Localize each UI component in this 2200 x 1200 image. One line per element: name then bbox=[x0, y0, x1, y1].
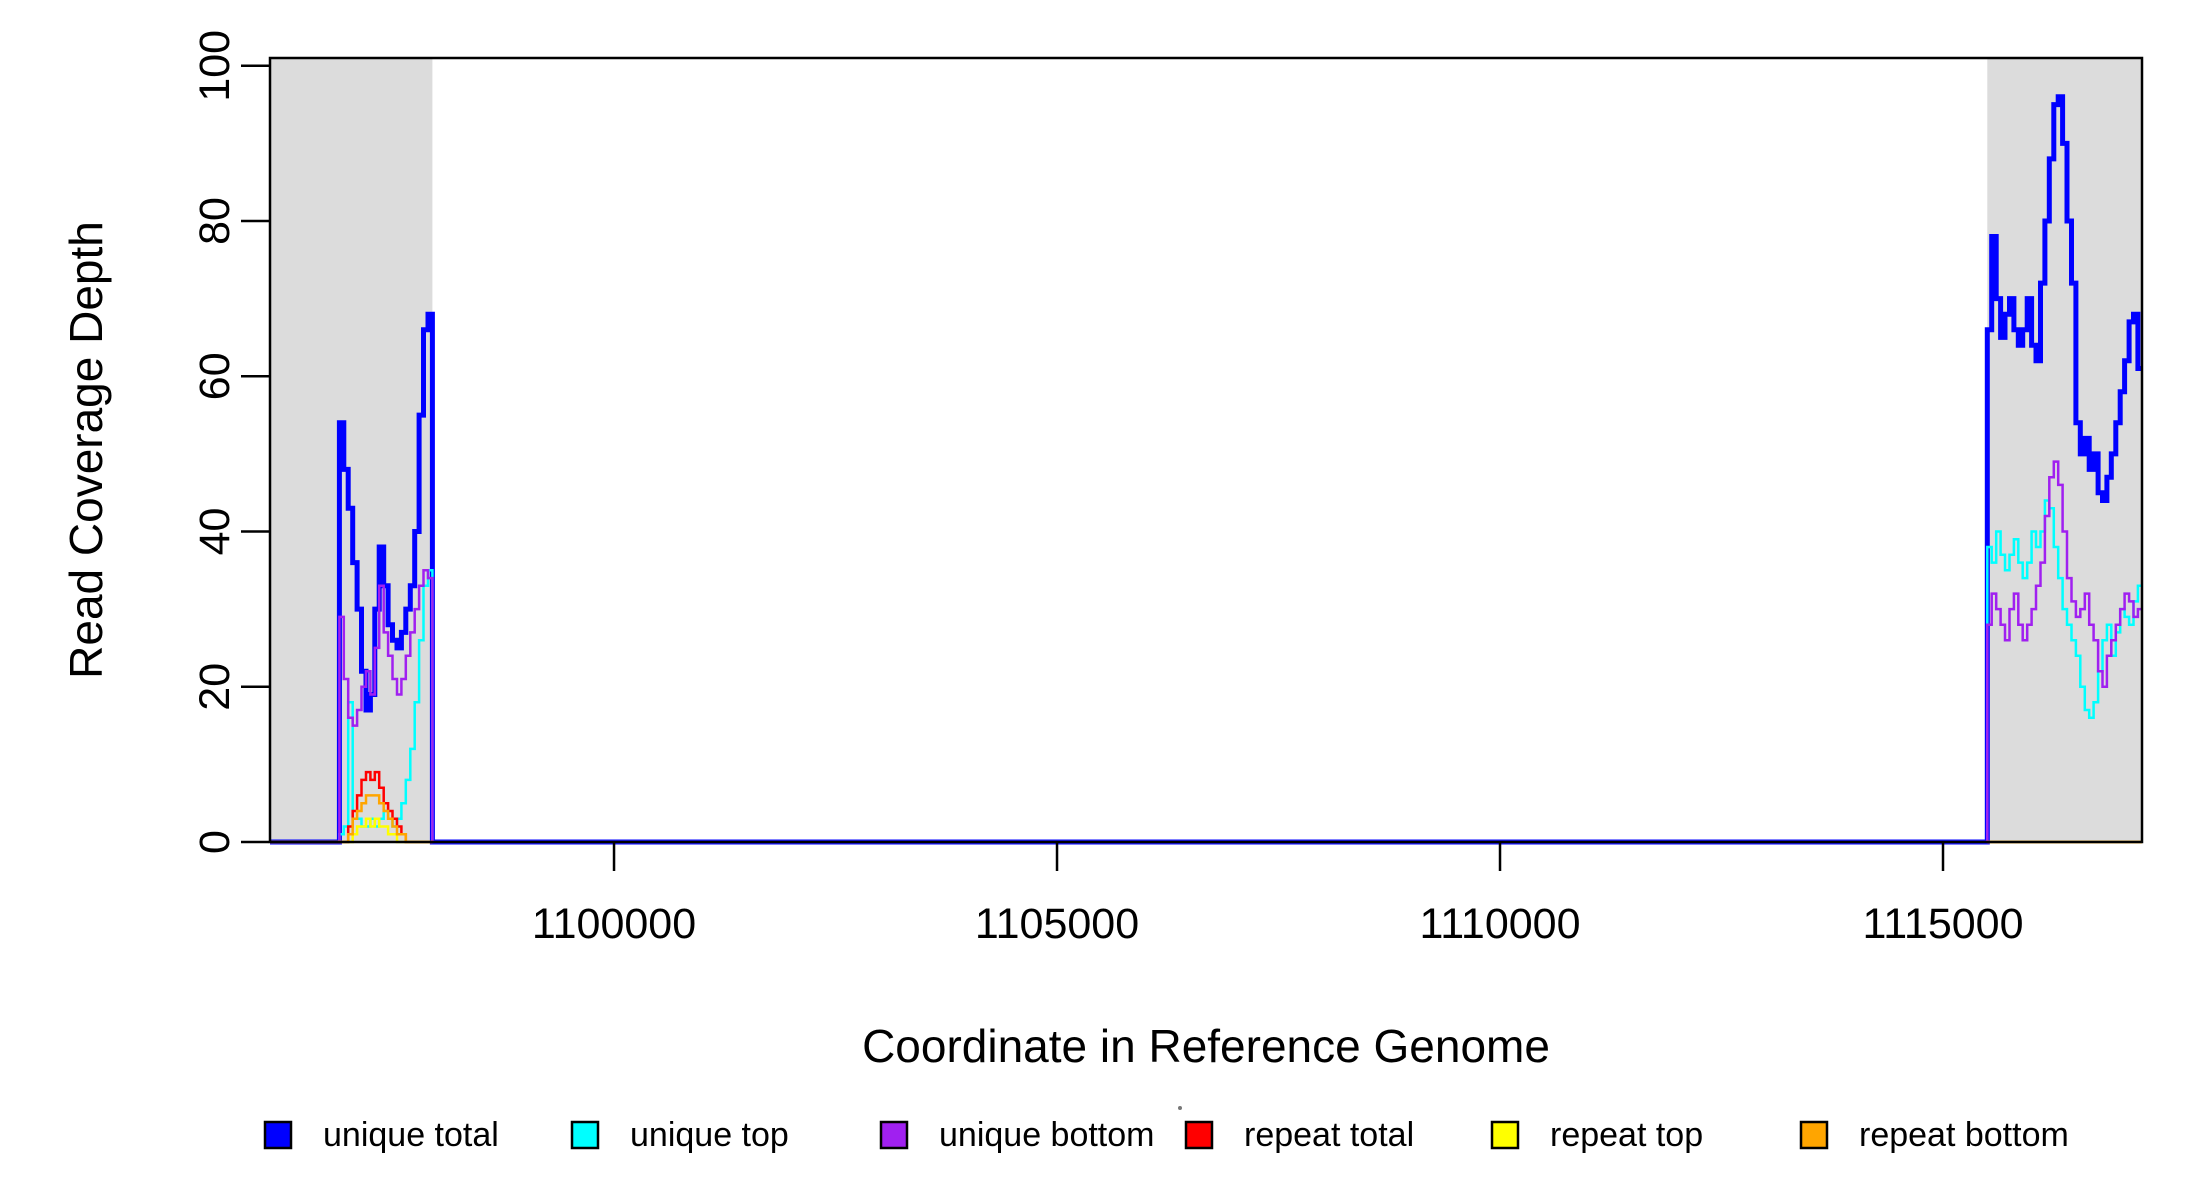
y-axis-title: Read Coverage Depth bbox=[60, 221, 112, 679]
legend-swatch-unique-top bbox=[570, 1120, 600, 1150]
legend-swatch-repeat-bottom bbox=[1799, 1120, 1829, 1150]
legend-label-unique-bottom: unique bottom bbox=[939, 1116, 1155, 1154]
legend-swatch-repeat-top bbox=[1490, 1120, 1520, 1150]
y-tick-label: 100 bbox=[191, 30, 239, 102]
x-axis-title: Coordinate in Reference Genome bbox=[862, 1020, 1550, 1072]
legend-label-unique-top: unique top bbox=[630, 1116, 789, 1154]
legend-label-repeat-total: repeat total bbox=[1244, 1116, 1414, 1154]
shaded-region-left bbox=[270, 58, 433, 842]
legend-swatch-unique-total bbox=[263, 1120, 293, 1150]
series-line-unique-bottom bbox=[270, 460, 2142, 844]
legend-swatch-repeat-total bbox=[1184, 1120, 1214, 1150]
legend-label-repeat-top: repeat top bbox=[1550, 1116, 1703, 1154]
legend-speck bbox=[1178, 1106, 1182, 1110]
y-tick-label: 20 bbox=[191, 663, 239, 711]
legend-swatch-unique-bottom bbox=[879, 1120, 909, 1150]
y-tick-label: 0 bbox=[191, 830, 239, 854]
legend-label-unique-total: unique total bbox=[323, 1116, 499, 1154]
x-tick-label: 1115000 bbox=[1862, 900, 2023, 948]
x-tick-label: 1105000 bbox=[975, 900, 1139, 948]
legend-label-repeat-bottom: repeat bottom bbox=[1859, 1116, 2069, 1154]
y-tick-label: 80 bbox=[191, 197, 239, 245]
x-tick-label: 1110000 bbox=[1419, 900, 1580, 948]
plot-box bbox=[268, 56, 2144, 844]
y-tick-label: 60 bbox=[191, 352, 239, 400]
x-tick-label: 1100000 bbox=[532, 900, 696, 948]
y-tick-label: 40 bbox=[191, 508, 239, 556]
